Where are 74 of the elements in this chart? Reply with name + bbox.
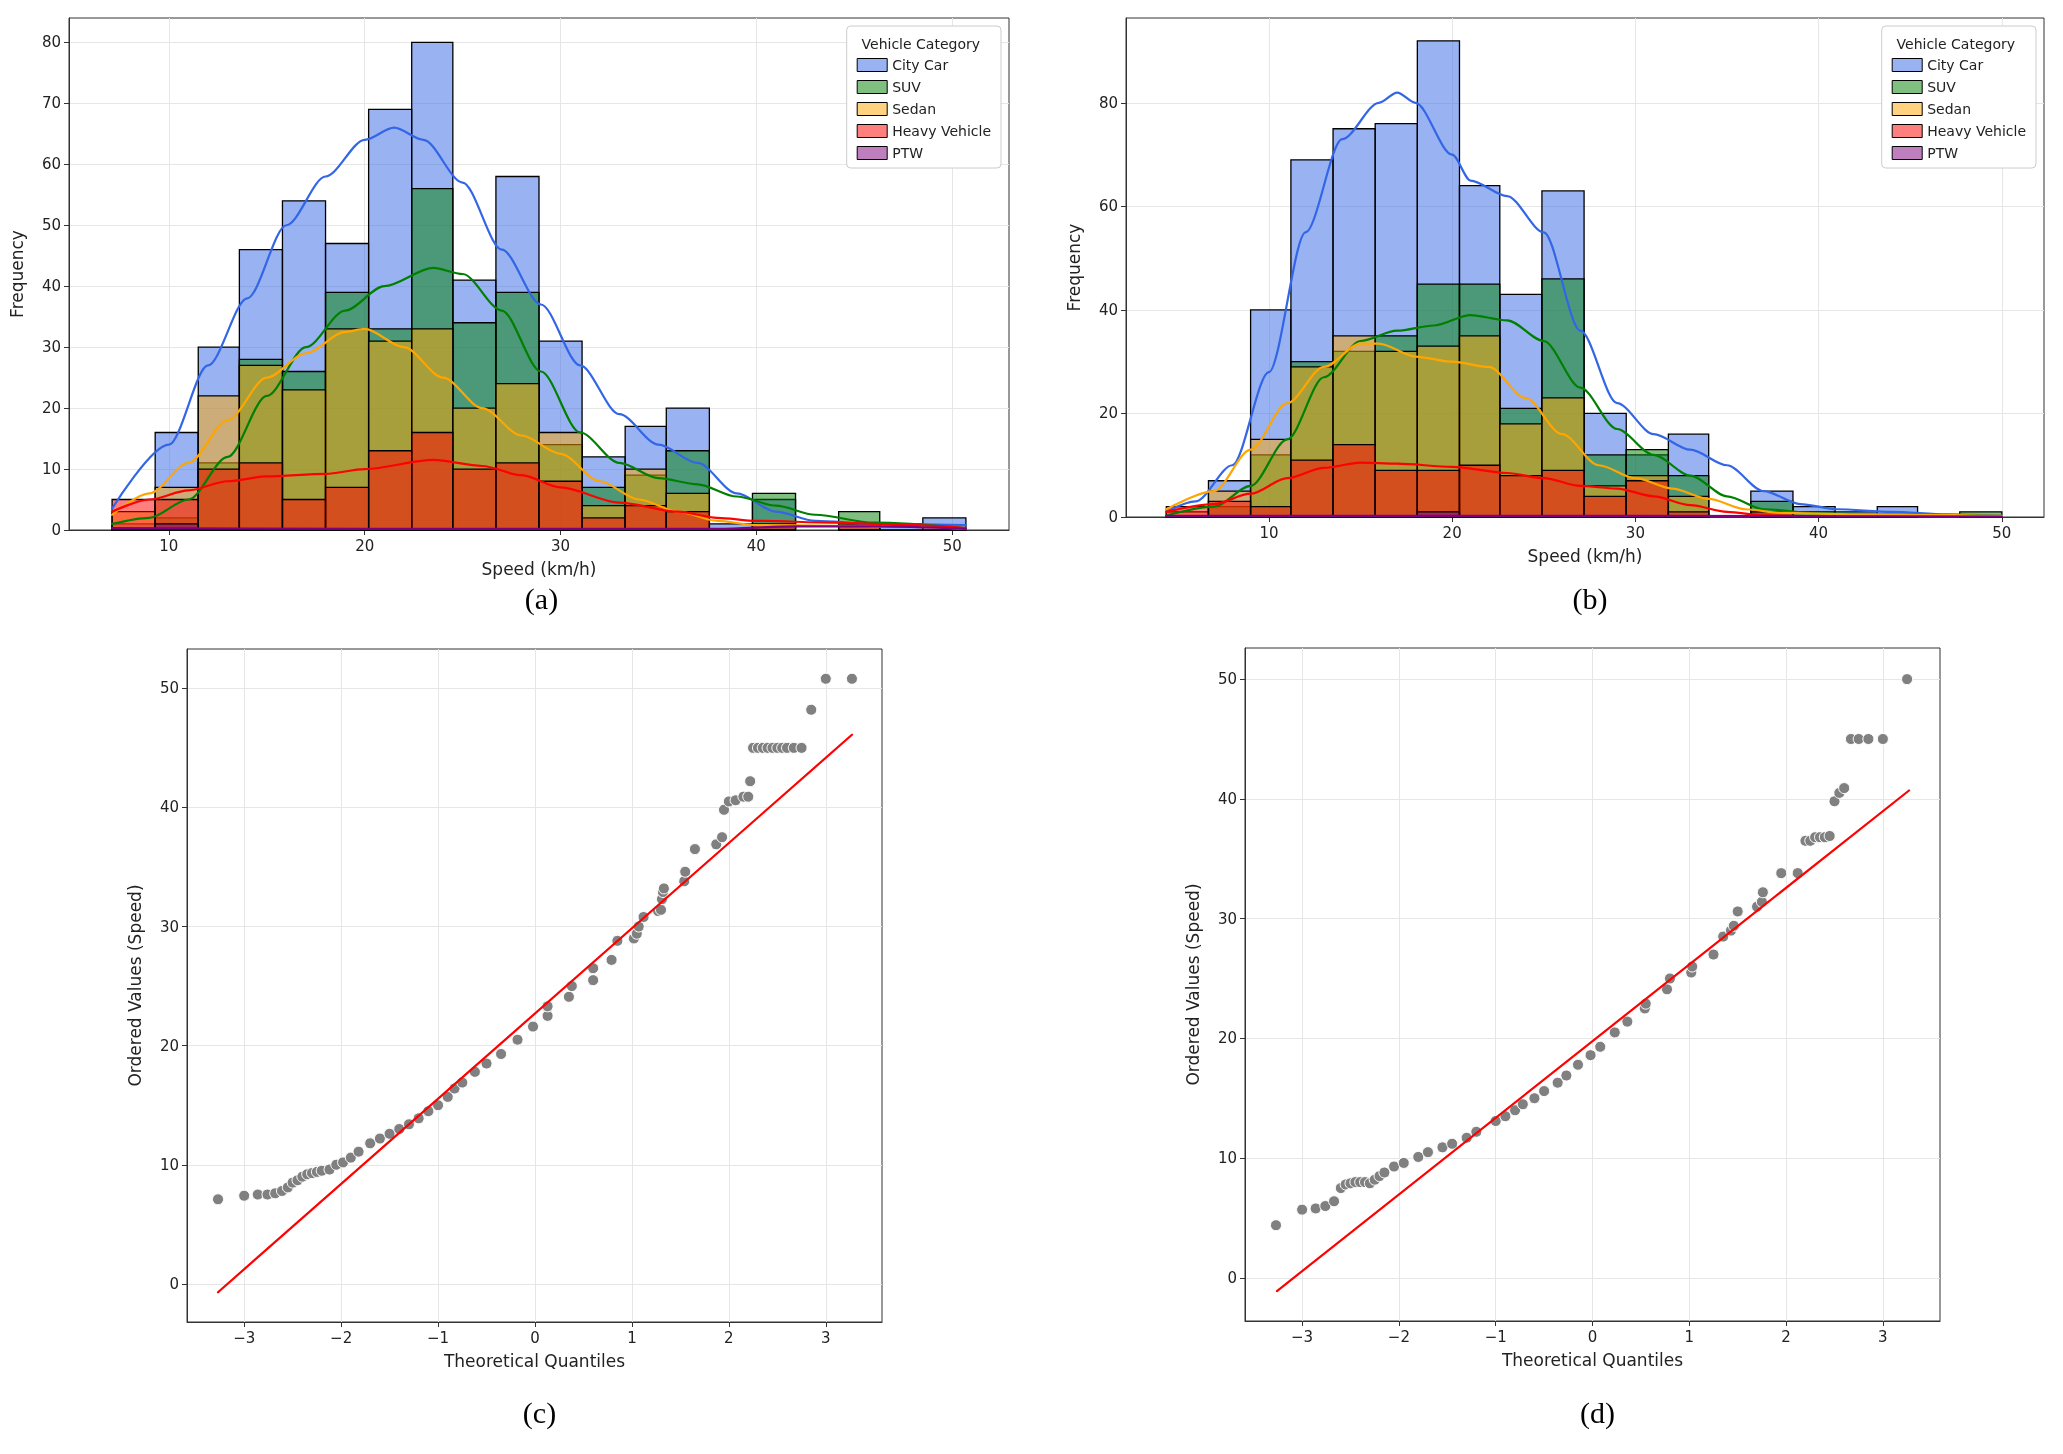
x-tick-label: 30 — [550, 536, 571, 555]
y-axis-title: Ordered Values (Speed) — [124, 884, 145, 1087]
x-tick-label: 2 — [724, 1328, 734, 1347]
x-tick-label: 10 — [1259, 523, 1279, 542]
legend-label: Heavy Vehicle — [1927, 123, 2027, 139]
x-axis-title: Speed (km/h) — [1527, 545, 1643, 566]
y-tick-label: 60 — [1098, 197, 1118, 216]
x-tick-label: 2 — [1781, 1327, 1791, 1346]
legend-label: PTW — [1927, 145, 1959, 161]
x-tick-label: 40 — [746, 536, 766, 555]
legend-label: City Car — [892, 57, 949, 73]
legend-label: SUV — [1927, 79, 1957, 95]
y-tick-label: 30 — [41, 338, 61, 357]
x-tick-label: 40 — [1809, 523, 1829, 542]
x-tick-label: 3 — [1878, 1327, 1888, 1346]
text: (b) — [1572, 581, 1608, 616]
x-tick-label: −2 — [330, 1328, 353, 1347]
x-tick-label: −1 — [1484, 1327, 1507, 1346]
x-tick-label: 3 — [821, 1328, 831, 1347]
y-tick-label: 30 — [1217, 909, 1237, 928]
y-axis-title: Frequency — [1063, 223, 1084, 312]
legend-label: Heavy Vehicle — [892, 123, 992, 139]
y-tick-label: 20 — [1098, 404, 1118, 423]
y-tick-label: 40 — [1098, 300, 1118, 319]
y-tick-label: 20 — [41, 399, 61, 418]
y-tick-label: 10 — [1217, 1149, 1237, 1168]
y-tick-label: 70 — [41, 94, 61, 113]
x-tick-label: −3 — [1291, 1327, 1314, 1346]
y-tick-label: 0 — [169, 1274, 179, 1293]
x-tick-label: 20 — [1442, 523, 1462, 542]
y-tick-label: 50 — [1217, 670, 1237, 689]
x-tick-label: 50 — [942, 536, 962, 555]
x-tick-label: −1 — [426, 1328, 450, 1347]
y-tick-label: 30 — [159, 917, 179, 936]
x-tick-label: 0 — [530, 1328, 540, 1347]
y-tick-label: 50 — [159, 679, 179, 698]
x-tick-label: −3 — [233, 1328, 256, 1347]
x-tick-label: 20 — [355, 536, 375, 555]
x-tick-label: −2 — [1387, 1327, 1410, 1346]
line-series — [1165, 461, 1820, 518]
y-tick-label: 80 — [41, 33, 61, 52]
y-tick-label: 40 — [41, 277, 61, 296]
y-tick-label: 10 — [159, 1155, 179, 1174]
x-tick-label: 0 — [1587, 1327, 1598, 1346]
x-tick-label: 50 — [1992, 523, 2012, 542]
y-tick-label: 40 — [1217, 789, 1237, 808]
text: (a) — [524, 581, 559, 616]
y-axis-title: Frequency — [6, 230, 27, 318]
x-tick-label: 1 — [1684, 1327, 1695, 1346]
legend-label: Sedan — [1927, 101, 1972, 117]
y-tick-label: 60 — [41, 155, 61, 174]
text: (c) — [522, 1395, 557, 1430]
y-tick-label: 10 — [41, 460, 61, 479]
line-series — [110, 458, 968, 530]
x-axis-title: Speed (km/h) — [481, 558, 597, 579]
x-axis-title: Theoretical Quantiles — [1500, 1349, 1684, 1370]
legend-title: Vehicle Category — [861, 36, 980, 52]
y-tick-label: 0 — [1108, 508, 1118, 526]
x-axis-title: Theoretical Quantiles — [442, 1350, 626, 1371]
x-tick-label: 1 — [627, 1328, 637, 1347]
y-tick-label: 0 — [1227, 1268, 1237, 1287]
legend-label: PTW — [892, 145, 924, 161]
y-tick-label: 80 — [1098, 93, 1118, 112]
y-tick-label: 50 — [41, 216, 61, 235]
y-tick-label: 20 — [1217, 1029, 1237, 1048]
legend-label: City Car — [1927, 57, 1984, 73]
y-tick-label: 40 — [159, 798, 179, 817]
text: (d) — [1580, 1395, 1615, 1430]
legend-label: Sedan — [892, 101, 937, 117]
x-tick-label: 30 — [1625, 523, 1645, 542]
y-tick-label: 20 — [159, 1036, 179, 1055]
legend-title: Vehicle Category — [1896, 36, 2015, 52]
y-axis-title: Ordered Values (Speed) — [1182, 883, 1203, 1086]
legend-label: SUV — [892, 79, 922, 95]
